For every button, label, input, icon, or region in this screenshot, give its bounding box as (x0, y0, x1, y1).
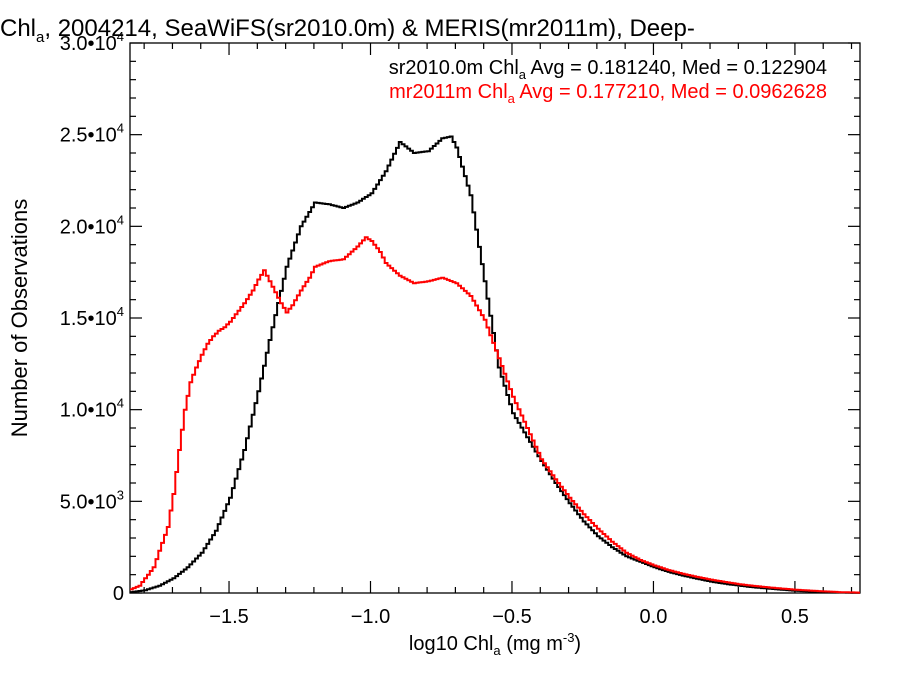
y-tick-label: 2.5•104 (60, 121, 124, 147)
y-tick-mantissa: 3.0•10 (60, 33, 117, 55)
series-line-sr2010.0m (130, 135, 860, 594)
y-tick-label: 3.0•104 (60, 29, 124, 55)
y-tick-exponent: 4 (117, 121, 124, 136)
y-tick-mantissa: 1.5•10 (60, 308, 117, 330)
legend-sr2010-subscript: a (519, 67, 527, 82)
x-axis-label-suffix: ) (574, 633, 581, 655)
legend-mr2011-subscript: a (508, 91, 516, 106)
series-group (130, 135, 860, 594)
y-tick-label: 1.5•104 (60, 304, 124, 330)
y-tick-mantissa: 1.0•10 (60, 400, 117, 422)
y-tick-label: 5.0•103 (60, 487, 124, 513)
plot-frame (129, 42, 861, 594)
legend-sr2010-prefix: sr2010.0m Chl (389, 57, 519, 79)
y-tick-label: 1.0•104 (60, 396, 124, 422)
y-tick-mantissa: 2.0•10 (60, 216, 117, 238)
y-tick-exponent: 4 (117, 29, 124, 44)
legend-sr2010-rest: Avg = 0.181240, Med = 0.122904 (526, 57, 827, 79)
series-line-mr2011m (130, 236, 860, 594)
y-tick-mantissa: 5.0•10 (60, 491, 117, 513)
y-axis-label: Number of Observations (7, 199, 32, 437)
x-axis-label-mid: (mg m (501, 633, 563, 655)
x-tick-label: 0.5 (781, 606, 809, 628)
chart-title-rest: , 2004214, SeaWiFS(sr2010.0m) & MERIS(mr… (44, 15, 694, 42)
legend-entry-mr2011: mr2011m Chla Avg = 0.177210, Med = 0.096… (389, 81, 827, 106)
x-axis-label-subscript: a (493, 643, 501, 658)
chart-title: Chla, 2004214, SeaWiFS(sr2010.0m) & MERI… (0, 15, 695, 46)
y-tick-exponent: 3 (117, 487, 124, 502)
chart-title-subscript: a (36, 29, 45, 46)
legend-mr2011-rest: Avg = 0.177210, Med = 0.0962628 (515, 81, 827, 103)
x-tick-label: −0.5 (492, 606, 531, 628)
x-tick-label: 0.0 (640, 606, 668, 628)
y-tick-label: 2.0•104 (60, 212, 124, 238)
x-axis-label: log10 Chla (mg m-3) (409, 630, 581, 658)
y-tick-exponent: 4 (117, 304, 124, 319)
y-tick-mantissa: 2.5•10 (60, 125, 117, 147)
chart-title-prefix: Chl (0, 15, 36, 42)
x-tick-label: −1.0 (351, 606, 390, 628)
x-axis-ticks: −1.5 −1.0 −0.5 0.0 0.5 (143, 43, 853, 628)
y-tick-exponent: 4 (117, 212, 124, 227)
y-tick-mantissa: 0 (113, 583, 124, 605)
x-axis-label-superscript: -3 (563, 630, 575, 645)
legend-mr2011-prefix: mr2011m Chl (389, 81, 508, 103)
legend-entry-sr2010: sr2010.0m Chla Avg = 0.181240, Med = 0.1… (389, 57, 827, 82)
y-tick-exponent: 4 (117, 396, 124, 411)
x-tick-label: −1.5 (209, 606, 248, 628)
x-axis-label-prefix: log10 Chl (409, 633, 494, 655)
y-tick-label: 0 (113, 583, 124, 605)
y-axis-ticks: 05.0•1031.0•1041.5•1042.0•1042.5•1043.0•… (60, 29, 860, 605)
